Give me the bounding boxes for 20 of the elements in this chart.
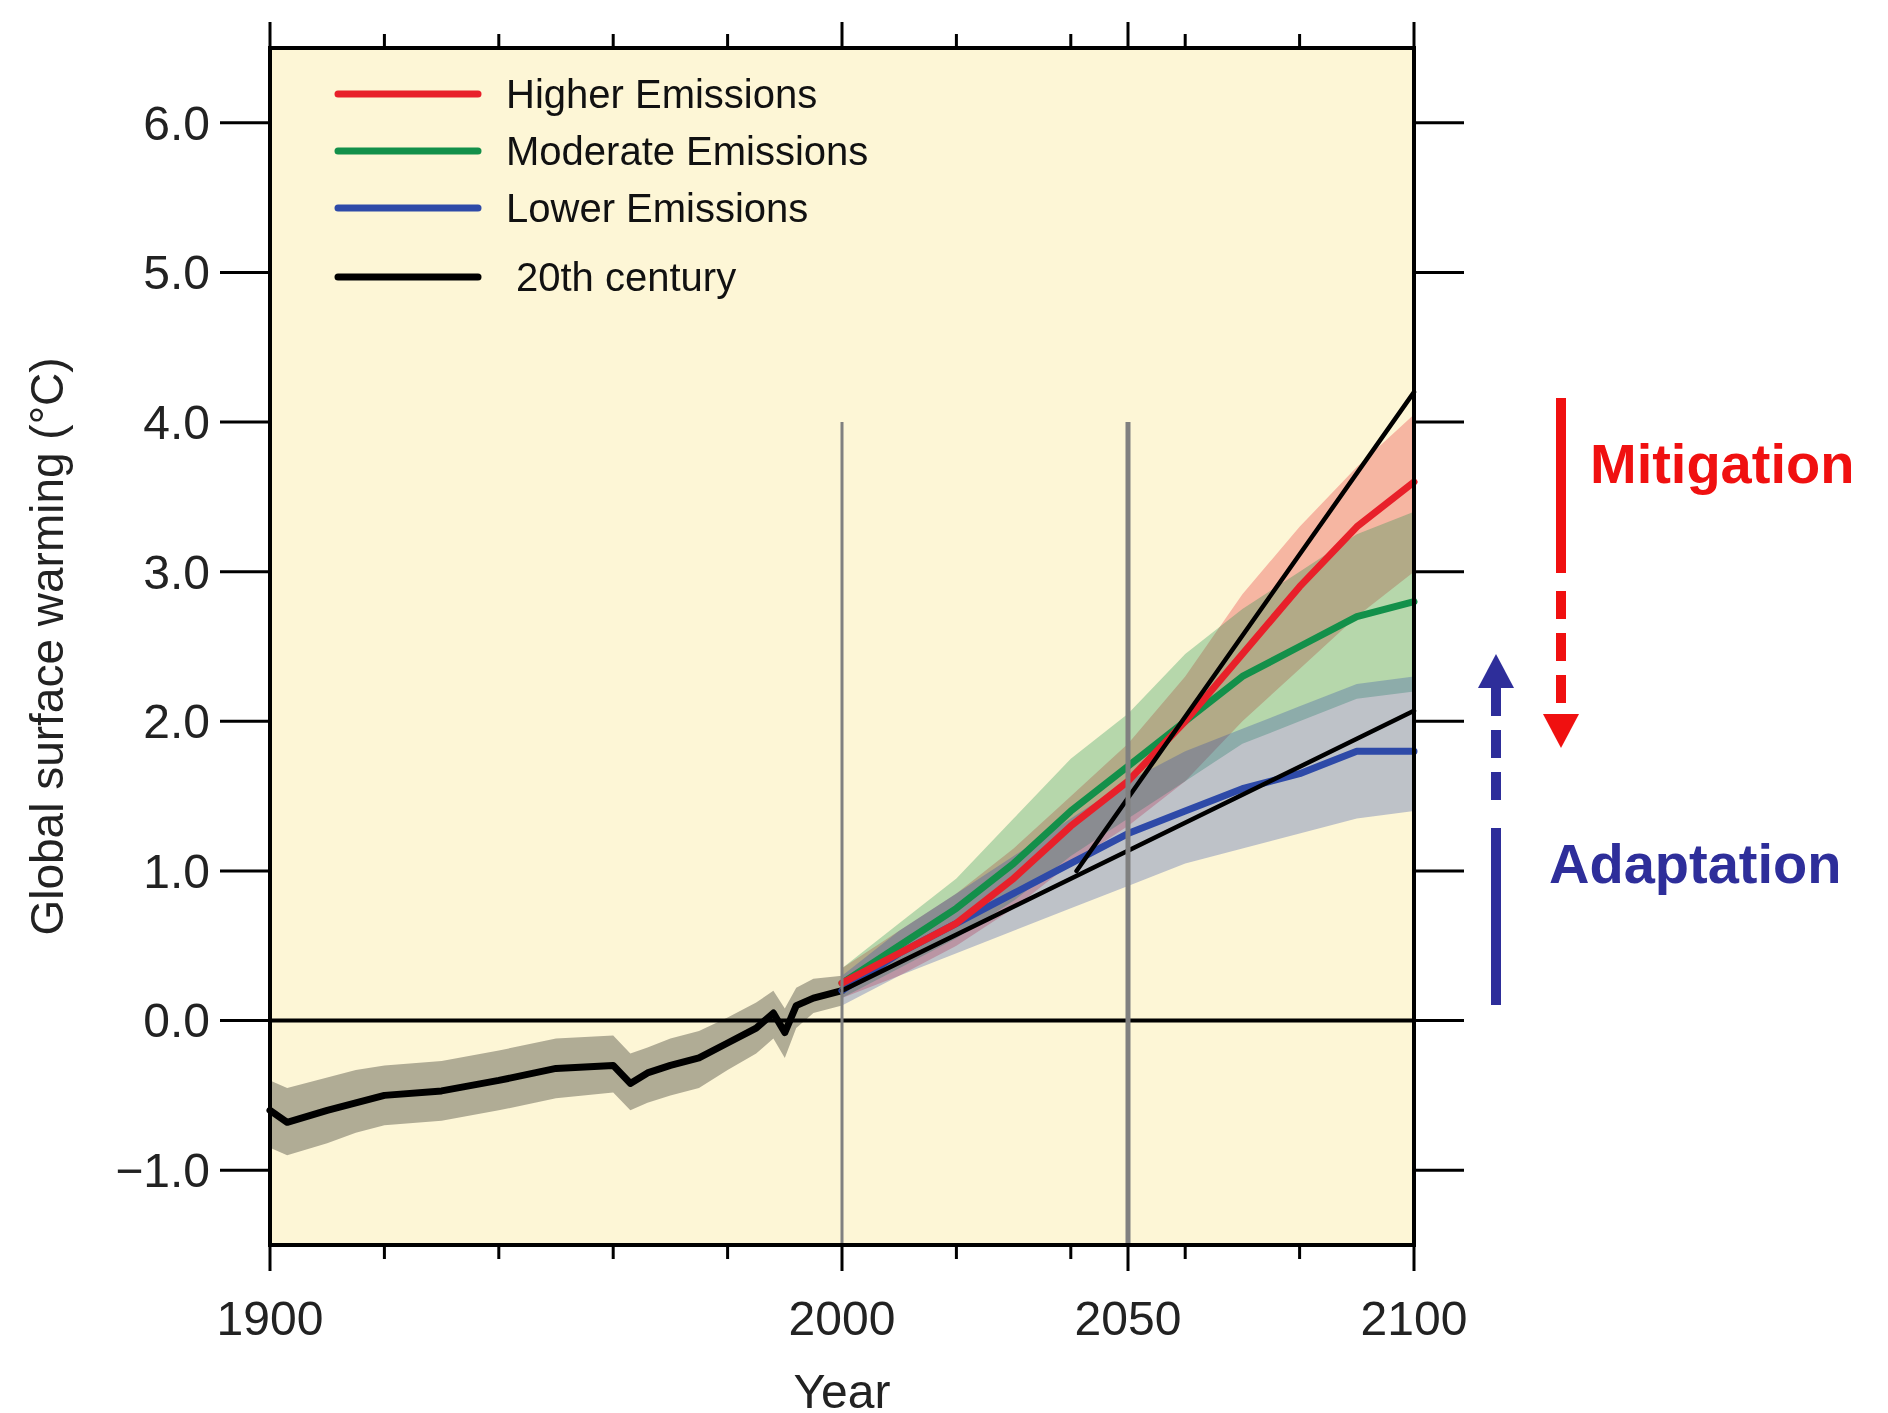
y-tick-label: −1.0 — [115, 1143, 210, 1197]
legend-label: 20th century — [516, 255, 737, 299]
x-axis-title: Year — [793, 1365, 891, 1413]
y-tick-label: 0.0 — [143, 994, 210, 1048]
legend-label: Lower Emissions — [506, 186, 809, 230]
x-tick-label: 2100 — [1360, 1292, 1468, 1345]
x-tick-label: 2000 — [788, 1292, 896, 1345]
legend-label: Higher Emissions — [506, 72, 818, 116]
y-axis-title: Global surface warming (°C) — [21, 357, 73, 936]
text: Adaptation — [1549, 832, 1842, 895]
x-tick-label: 1900 — [216, 1292, 324, 1345]
legend-label: Moderate Emissions — [506, 129, 869, 173]
y-tick-label: 6.0 — [143, 96, 210, 150]
y-tick-label: 4.0 — [143, 395, 210, 449]
y-tick-label: 1.0 — [143, 844, 210, 898]
x-tick-label: 2050 — [1074, 1292, 1182, 1345]
y-tick-label: 2.0 — [143, 695, 210, 749]
y-tick-label: 3.0 — [143, 545, 210, 599]
y-tick-label: 5.0 — [143, 246, 210, 300]
text: Mitigation — [1590, 432, 1855, 495]
